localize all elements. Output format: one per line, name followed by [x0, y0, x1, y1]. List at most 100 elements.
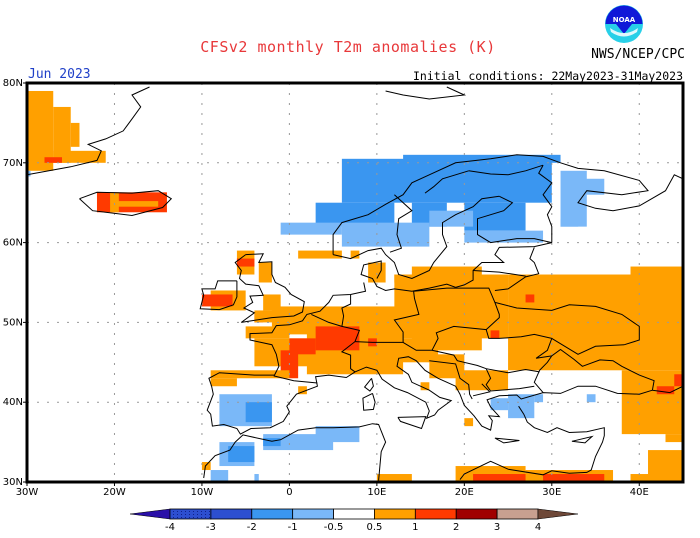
- anomaly-cell-w1: [665, 434, 683, 443]
- anomaly-cell-c1: [27, 170, 31, 177]
- anomaly-cell-w2: [490, 330, 500, 339]
- lon-tick-label: 30W: [16, 487, 39, 498]
- colorbar-bin: [496, 508, 539, 520]
- anomaly-cell-c1: [586, 394, 596, 403]
- colorbar-level-label: -3: [206, 522, 216, 533]
- coastline-segment: [332, 154, 684, 255]
- coastline-segment: [551, 337, 625, 355]
- anomaly-cell-c1: [490, 398, 509, 411]
- coastline-segment: [341, 294, 352, 327]
- lat-tick-label: 60N: [3, 238, 23, 249]
- coastline-segment: [234, 253, 305, 323]
- anomaly-cell-w2: [236, 258, 255, 267]
- coastline-segment: [424, 170, 469, 194]
- lon-tick-label: 30E: [542, 487, 561, 498]
- anomaly-cell-w1: [201, 462, 211, 471]
- anomaly-cell-c2: [263, 438, 281, 447]
- anomaly-cell-w1: [508, 274, 683, 371]
- anomaly-cell-c1: [464, 230, 544, 243]
- anomaly-cell-w1: [376, 474, 412, 482]
- colorbar-bin: [210, 508, 253, 520]
- anomaly-cell-c1: [280, 222, 342, 235]
- anomaly-cell-w1: [245, 326, 290, 339]
- coastline-segment: [494, 247, 540, 291]
- anomaly-cell-w1: [70, 122, 80, 147]
- coastline-segment: [571, 435, 594, 444]
- colorbar-bin: [251, 508, 294, 520]
- anomaly-cell-w1: [258, 262, 272, 283]
- coastlines: [26, 86, 684, 481]
- anomaly-cell-w2: [201, 294, 233, 307]
- anomaly-cell-c2: [341, 158, 552, 203]
- lon-tick-label: 10E: [367, 487, 386, 498]
- lat-tick-label: 30N: [3, 477, 23, 488]
- anomaly-cell-c1: [534, 394, 544, 403]
- chart-title: CFSv2 monthly T2m anomalies (K): [0, 38, 700, 56]
- coastline-segment: [332, 195, 500, 280]
- colorbar-bin: [292, 508, 334, 520]
- colorbar-level-label: -0.5: [324, 522, 344, 533]
- anomaly-cell-c1: [508, 394, 535, 419]
- lat-tick-label: 50N: [3, 317, 23, 328]
- colorbar-level-label: -4: [165, 522, 175, 533]
- colorbar-bin: [374, 508, 416, 520]
- anomaly-cell-w1: [411, 266, 482, 351]
- anomaly-cell-c1: [210, 470, 229, 482]
- coastline-segment: [459, 405, 605, 480]
- anomaly-cell-w1: [350, 250, 360, 259]
- colorbar-level-label: 4: [535, 522, 541, 533]
- coastline-segment: [429, 360, 473, 400]
- colorbar-level-label: 0.5: [366, 522, 382, 533]
- colorbar-arrow-low: [129, 508, 171, 520]
- anomaly-cell-w2: [315, 326, 360, 351]
- coastline-segment: [354, 291, 420, 343]
- anomaly-cell-c2: [245, 402, 272, 423]
- colorbar-bin: [414, 508, 457, 520]
- coastline-segment: [468, 164, 544, 176]
- anomaly-cell-c1: [578, 178, 605, 195]
- coastline-segment: [206, 282, 653, 435]
- coastline-segment: [485, 368, 535, 392]
- anomaly-cell-w1: [210, 370, 290, 379]
- anomaly-cell-c2: [403, 154, 561, 163]
- anomaly-cell-w1: [368, 262, 386, 283]
- anomaly-cell-w1: [298, 386, 307, 395]
- lon-tick-label: 0: [286, 487, 292, 498]
- anomaly-cell-c1: [315, 426, 360, 443]
- coastline-segment: [397, 416, 427, 430]
- colorbar-bin: [455, 508, 498, 520]
- colorbar-legend: -4 -3 -2 -1 -0.5 0.5 1 2 3 4: [129, 508, 579, 533]
- coastline-segment: [538, 164, 553, 243]
- anomaly-cell-w2: [473, 474, 535, 482]
- anomaly-cell-w1: [420, 382, 430, 391]
- lon-axis: 30W 20W 10W 0 10E 20E 30E 40E: [16, 482, 649, 498]
- anomaly-cell-w1: [621, 370, 683, 435]
- anomaly-cell-c2: [228, 446, 255, 463]
- lon-tick-label: 40E: [630, 487, 649, 498]
- anomaly-cell-w1: [53, 106, 71, 163]
- colorbar-level-label: -2: [247, 522, 257, 533]
- lat-tick-label: 80N: [3, 78, 23, 89]
- colorbar-level-label: 1: [412, 522, 418, 533]
- lon-tick-label: 20W: [103, 487, 126, 498]
- lat-axis: 30N 40N 50N 60N 70N 80N: [3, 78, 27, 488]
- coastline-segment: [473, 270, 526, 277]
- anomaly-cell-c1: [254, 474, 259, 482]
- anomaly-cell-w1: [114, 201, 159, 207]
- anomaly-cell-w2: [543, 474, 605, 482]
- anomaly-cell-w1: [464, 418, 474, 427]
- lon-tick-label: 20E: [455, 487, 474, 498]
- coastline-segment: [494, 437, 520, 444]
- coastline-segment: [363, 377, 374, 392]
- anomaly-cell-c2: [315, 202, 395, 227]
- coastline-segment: [360, 242, 552, 292]
- anomaly-cell-c2: [464, 202, 526, 231]
- anomaly-cell-w2: [525, 294, 535, 303]
- coastline-segment: [273, 375, 318, 384]
- initial-conditions: Initial conditions: 22May2023-31May2023: [412, 69, 683, 83]
- anomaly-cell-w1: [53, 150, 106, 163]
- colorbar-level-label: 2: [453, 522, 459, 533]
- coastline-segment: [26, 86, 150, 176]
- noaa-logo-icon: NOAA: [605, 5, 643, 43]
